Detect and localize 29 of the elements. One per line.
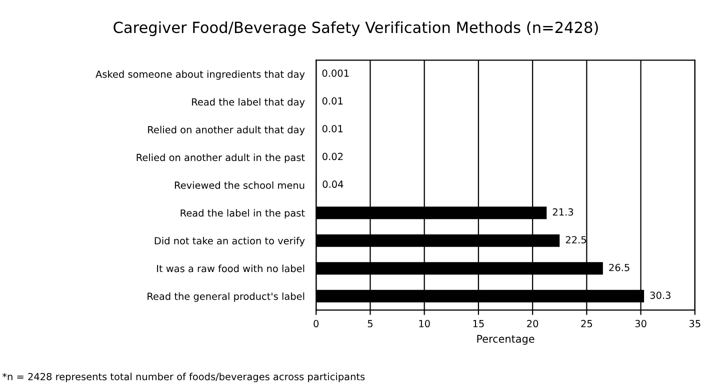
data-label: 22.5 (566, 236, 586, 244)
x-tick-label: 0 (314, 320, 319, 328)
data-label: 26.5 (609, 264, 630, 272)
y-tick-label: Read the label that day (192, 98, 305, 108)
data-label: 0.04 (322, 180, 344, 188)
x-tick-label: 15 (473, 320, 484, 328)
data-label: 30.3 (650, 292, 670, 299)
data-label: 0.01 (322, 97, 343, 105)
x-tick-label: 5 (368, 320, 372, 328)
y-tick-label: It was a raw food with no label (157, 264, 304, 272)
text: *n = 2428 represents total number of foods/beverages across participants (2, 372, 365, 382)
y-tick-label: Relied on another adult in the past (136, 154, 305, 164)
data-label: 21.3 (552, 208, 574, 216)
y-tick-label: Relied on another adult that day (148, 126, 305, 136)
data-label: 0.02 (322, 152, 343, 160)
y-tick-label: Read the label in the past (180, 209, 305, 219)
x-axis-title: Percentage (477, 335, 534, 345)
y-tick-label: Reviewed the school menu (174, 181, 304, 189)
data-label: 0.001 (322, 69, 349, 77)
x-tick-label: 20 (527, 320, 538, 328)
x-tick-label: 10 (419, 320, 430, 328)
y-tick-label: Read the general product's label (148, 292, 304, 302)
x-tick-label: 35 (689, 320, 700, 328)
chart-title: Caregiver Food/Beverage Safety Verification Methods (n=2428) (114, 21, 598, 36)
data-label: 0.01 (322, 125, 343, 132)
x-tick-label: 25 (581, 320, 592, 328)
y-tick-label: Asked someone about ingredients that day (96, 70, 305, 80)
x-tick-label: 30 (635, 320, 646, 328)
y-tick-label: Did not take an action to verify (154, 236, 305, 246)
